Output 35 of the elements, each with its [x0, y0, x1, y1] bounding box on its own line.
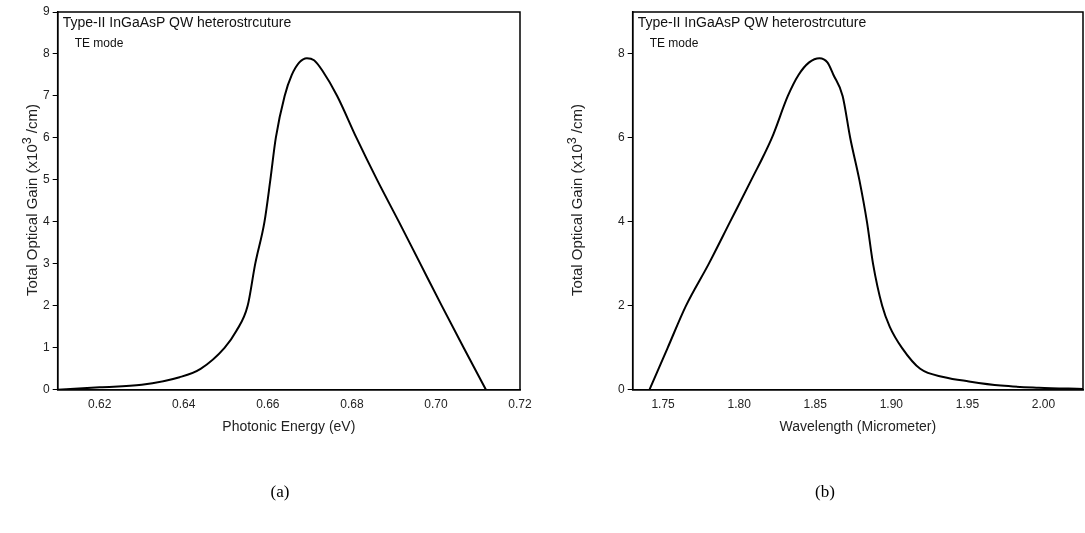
y-tick-label: 5 — [42, 172, 50, 187]
x-tick-label: 0.66 — [256, 397, 280, 412]
chart-title: Type-II InGaAsP QW heterostrcuture — [62, 13, 292, 30]
y-tick-label: 6 — [42, 130, 50, 145]
y-tick-label: 0 — [42, 382, 50, 397]
x-tick-label: 1.75 — [651, 397, 676, 412]
x-axis-title: Wavelength (Micrometer) — [779, 418, 937, 435]
x-tick-label: 1.90 — [879, 397, 904, 412]
x-tick-label: 1.80 — [727, 397, 752, 412]
y-tick-label: 2 — [42, 298, 50, 313]
y-tick-label: 8 — [42, 46, 50, 61]
x-tick-label: 1.85 — [803, 397, 828, 412]
y-tick-label: 4 — [617, 214, 625, 229]
x-tick-label: 0.68 — [340, 397, 364, 412]
x-tick-label: 2.00 — [1031, 397, 1056, 412]
text: (b) — [814, 482, 836, 502]
chart-title: Type-II InGaAsP QW heterostrcuture — [637, 13, 867, 30]
x-tick-label: 1.95 — [955, 397, 980, 412]
y-tick-label: 7 — [42, 88, 50, 103]
annotation: TE mode — [649, 36, 699, 51]
y-tick-label: 0 — [617, 382, 625, 397]
x-tick-label: 0.72 — [508, 397, 532, 412]
y-tick-label: 6 — [617, 130, 625, 145]
y-tick-label: 8 — [617, 46, 625, 61]
text: (a) — [269, 482, 291, 502]
y-tick-label: 9 — [42, 4, 50, 19]
x-tick-label: 0.70 — [424, 397, 448, 412]
y-tick-label: 2 — [617, 298, 625, 313]
x-tick-label: 0.64 — [172, 397, 196, 412]
x-axis-title: Photonic Energy (eV) — [222, 418, 356, 435]
y-tick-label: 4 — [42, 214, 50, 229]
y-tick-label: 3 — [42, 256, 50, 271]
x-tick-label: 0.62 — [88, 397, 112, 412]
annotation: TE mode — [74, 36, 124, 51]
y-tick-label: 1 — [42, 340, 50, 355]
